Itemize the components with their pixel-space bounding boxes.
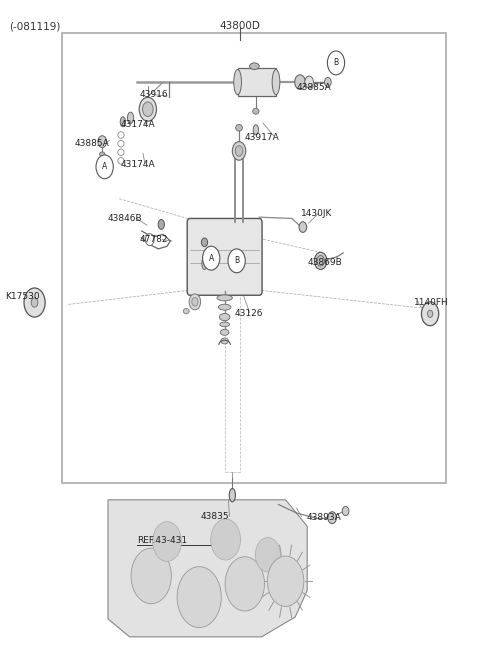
Circle shape (342, 506, 349, 516)
Circle shape (145, 234, 154, 246)
Circle shape (228, 249, 245, 273)
Ellipse shape (31, 298, 38, 307)
Ellipse shape (183, 308, 189, 314)
Text: 43885A: 43885A (297, 83, 331, 92)
Ellipse shape (295, 75, 305, 89)
Ellipse shape (305, 76, 313, 88)
Circle shape (153, 522, 181, 561)
Ellipse shape (202, 258, 207, 269)
Text: A: A (102, 162, 107, 171)
Ellipse shape (217, 295, 232, 301)
Circle shape (98, 136, 107, 148)
Ellipse shape (427, 310, 433, 318)
FancyBboxPatch shape (187, 218, 262, 295)
Ellipse shape (120, 117, 126, 127)
Ellipse shape (218, 305, 231, 310)
Circle shape (203, 246, 220, 270)
Ellipse shape (221, 338, 228, 344)
Ellipse shape (299, 222, 307, 232)
Ellipse shape (314, 252, 327, 269)
Text: 43917A: 43917A (245, 132, 279, 142)
Ellipse shape (143, 102, 153, 117)
Ellipse shape (202, 238, 208, 247)
Text: B: B (234, 256, 239, 265)
Circle shape (421, 302, 439, 326)
Text: 1140FH: 1140FH (414, 298, 448, 307)
Text: 43126: 43126 (234, 308, 263, 318)
Text: 47782: 47782 (139, 235, 168, 244)
Ellipse shape (232, 142, 246, 160)
FancyBboxPatch shape (238, 68, 276, 96)
Ellipse shape (272, 70, 280, 95)
Ellipse shape (252, 109, 259, 115)
Text: 43885A: 43885A (74, 139, 109, 148)
Ellipse shape (100, 152, 105, 157)
Ellipse shape (189, 294, 201, 310)
Ellipse shape (219, 314, 230, 321)
Ellipse shape (253, 124, 258, 135)
Ellipse shape (220, 330, 229, 336)
Ellipse shape (192, 297, 198, 306)
Text: 43835: 43835 (201, 512, 229, 521)
Ellipse shape (220, 322, 229, 327)
Text: 43174A: 43174A (121, 120, 156, 129)
Text: K17530: K17530 (5, 292, 39, 301)
Text: 43174A: 43174A (121, 160, 156, 169)
Ellipse shape (234, 70, 241, 95)
Ellipse shape (250, 63, 259, 70)
Text: A: A (209, 254, 214, 263)
Circle shape (177, 567, 221, 628)
Circle shape (327, 51, 345, 75)
Text: 43916: 43916 (140, 90, 168, 99)
Ellipse shape (229, 489, 235, 502)
Circle shape (267, 556, 304, 606)
Circle shape (211, 519, 240, 560)
Circle shape (24, 288, 45, 317)
Polygon shape (108, 500, 307, 637)
Text: REF.43-431: REF.43-431 (137, 536, 187, 545)
Circle shape (255, 538, 280, 572)
Circle shape (131, 548, 171, 604)
Circle shape (328, 512, 336, 524)
Text: 43800D: 43800D (219, 21, 261, 31)
Text: (-081119): (-081119) (10, 21, 61, 31)
Text: 43893A: 43893A (306, 513, 341, 522)
Text: 43869B: 43869B (307, 258, 342, 267)
Circle shape (225, 557, 264, 611)
Ellipse shape (139, 97, 156, 121)
Ellipse shape (158, 220, 164, 230)
Ellipse shape (128, 113, 133, 124)
Ellipse shape (324, 77, 331, 87)
Circle shape (96, 155, 113, 179)
Text: 1430JK: 1430JK (301, 209, 333, 218)
Ellipse shape (235, 146, 243, 156)
Ellipse shape (236, 124, 242, 131)
Ellipse shape (317, 256, 324, 266)
Text: 43846B: 43846B (108, 214, 143, 223)
Text: B: B (334, 58, 338, 68)
Bar (62, 33, 446, 483)
